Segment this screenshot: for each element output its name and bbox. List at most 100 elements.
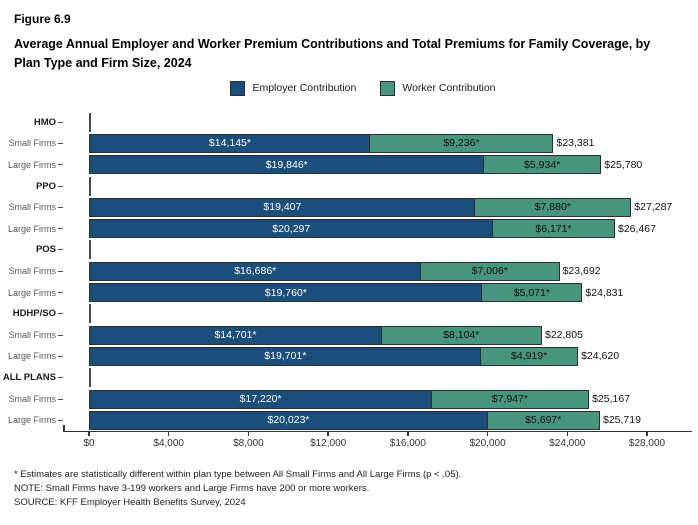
footnote-note: NOTE: Small Firms have 3-199 workers and… xyxy=(14,483,370,495)
firm-label: Large Firms xyxy=(7,287,56,298)
employer-segment: $14,701* xyxy=(89,325,382,345)
legend-label-worker: Worker Contribution xyxy=(402,82,496,94)
y-axis-tick xyxy=(58,334,63,336)
x-axis-tick-label: $0 xyxy=(83,437,95,449)
employer-value-label: $19,701* xyxy=(264,350,307,363)
y-axis-tick xyxy=(58,142,63,144)
x-axis-tick-label: $20,000 xyxy=(469,437,506,449)
firm-label: Small Firms xyxy=(8,394,57,404)
x-axis-tick-label: $28,000 xyxy=(628,437,666,449)
firm-label: Large Firms xyxy=(7,351,56,362)
bar-plot-cell: $19,407 $7,880* $27,287 xyxy=(63,197,698,218)
figure-header: Figure 6.9 Average Annual Employer and W… xyxy=(0,12,698,73)
legend-item-worker: Worker Contribution xyxy=(380,80,496,96)
y-axis-tick xyxy=(58,206,63,208)
stacked-bar: $14,701* $8,104* $22,805 xyxy=(89,325,583,345)
worker-segment: $7,947* xyxy=(430,389,590,409)
employer-segment: $14,145* xyxy=(89,133,371,153)
y-axis-tick xyxy=(58,185,63,187)
firm-label: Large Firms xyxy=(7,159,56,170)
total-label: $22,805 xyxy=(545,329,583,342)
worker-value-label: $5,934* xyxy=(524,158,561,171)
worker-value-label: $9,236* xyxy=(443,137,480,150)
total-label: $25,167 xyxy=(592,393,631,405)
x-axis-tick xyxy=(88,431,90,436)
bar-plot-cell: $19,701* $4,919* $24,620 xyxy=(63,346,698,367)
firm-row: Large Firms $20,023* $5,697* $25,719 xyxy=(0,410,698,431)
y-axis-tick xyxy=(58,313,63,315)
plan-label: PPO xyxy=(35,180,56,192)
legend-label-employer: Employer Contribution xyxy=(252,82,357,94)
chart: HMO Small Firms $14,145* $9,236* $23,381 Larg… xyxy=(0,112,698,457)
worker-segment: $4,919* xyxy=(480,346,579,366)
employer-segment: $19,701* xyxy=(89,346,482,366)
x-axis-tick-label: $24,000 xyxy=(549,437,586,449)
employer-value-label: $20,297 xyxy=(272,222,311,235)
firm-label: Large Firms xyxy=(7,223,56,234)
stacked-bar: $17,220* $7,947* $25,167 xyxy=(89,389,631,409)
x-axis-tick xyxy=(247,431,250,436)
firm-row: Small Firms $14,701* $8,104* $22,805 xyxy=(0,324,698,345)
firm-row: Small Firms $19,407 $7,880* $27,287 xyxy=(0,197,698,218)
zero-bar-line xyxy=(89,304,91,324)
chart-rows: HMO Small Firms $14,145* $9,236* $23,381 Larg… xyxy=(0,112,698,431)
worker-segment: $5,697* xyxy=(486,410,600,430)
figure-label: Figure 6.9 xyxy=(14,12,71,26)
zero-bar-line xyxy=(89,176,91,196)
y-axis-tick xyxy=(58,355,63,357)
total-label: $25,780 xyxy=(604,158,643,171)
plan-header-row: ALL PLANS xyxy=(0,367,698,388)
y-axis-tick xyxy=(58,292,63,294)
stacked-bar: $19,701* $4,919* $24,620 xyxy=(89,346,620,366)
firm-label: Small Firms xyxy=(8,330,57,341)
firm-row: Large Firms $20,297 $6,171* $26,467 xyxy=(0,218,698,239)
x-axis-tick xyxy=(167,431,170,436)
stacked-bar: $20,023* $5,697* $25,719 xyxy=(89,410,641,430)
plan-label: HDHP/SO xyxy=(12,308,56,320)
plan-header-row: PPO xyxy=(0,175,698,196)
worker-segment: $7,880* xyxy=(474,197,632,217)
y-axis-endcap xyxy=(63,424,65,432)
worker-segment: $5,071* xyxy=(481,283,583,303)
footnotes: * Estimates are statistically different … xyxy=(0,468,698,511)
x-axis: $0 $4,000 $8,000 $12,000 $16,000 $20,000 $24,0… xyxy=(63,424,692,457)
stacked-bar: $14,145* $9,236* $23,381 xyxy=(89,133,595,153)
worker-value-label: $7,006* xyxy=(471,265,508,278)
firm-label: Large Firms xyxy=(7,415,56,426)
x-axis-tick-label: $8,000 xyxy=(233,437,264,449)
footnote-source: SOURCE: KFF Employer Health Benefits Sur… xyxy=(14,497,246,509)
worker-segment: $9,236* xyxy=(369,133,554,153)
employer-value-label: $17,220* xyxy=(239,393,282,405)
employer-segment: $17,220* xyxy=(89,389,433,409)
y-axis-tick xyxy=(58,398,63,400)
total-label: $25,719 xyxy=(603,414,641,427)
worker-value-label: $5,697* xyxy=(525,414,562,427)
plan-label: POS xyxy=(35,244,56,256)
x-axis-tick xyxy=(327,431,329,436)
x-axis-tick xyxy=(407,431,409,436)
x-axis-tick-label: $16,000 xyxy=(389,437,426,449)
employer-segment: $19,846* xyxy=(89,155,485,175)
firm-row: Large Firms $19,760* $5,071* $24,831 xyxy=(0,282,698,303)
plan-plot-cell xyxy=(63,175,698,196)
firm-label: Small Firms xyxy=(8,266,57,277)
bar-plot-cell: $20,297 $6,171* $26,467 xyxy=(63,218,698,239)
legend-item-employer: Employer Contribution xyxy=(230,80,357,96)
employer-value-label: $14,145* xyxy=(208,137,251,150)
firm-row: Small Firms $17,220* $7,947* $25,167 xyxy=(0,388,698,409)
plan-header-row: HMO xyxy=(0,112,698,133)
employer-segment: $19,760* xyxy=(89,283,483,303)
employer-value-label: $14,701* xyxy=(214,329,257,342)
employer-segment: $20,023* xyxy=(89,410,488,430)
worker-value-label: $7,947* xyxy=(491,393,528,405)
total-label: $23,692 xyxy=(562,265,601,278)
firm-label: Small Firms xyxy=(8,138,57,149)
bar-plot-cell: $14,701* $8,104* $22,805 xyxy=(63,324,698,345)
total-label: $24,620 xyxy=(581,350,620,363)
total-label: $23,381 xyxy=(556,137,595,150)
employer-value-label: $19,846* xyxy=(265,158,308,171)
worker-value-label: $6,171* xyxy=(535,222,572,235)
figure-title: Average Annual Employer and Worker Premi… xyxy=(14,37,651,70)
plan-label: ALL PLANS xyxy=(2,372,56,384)
